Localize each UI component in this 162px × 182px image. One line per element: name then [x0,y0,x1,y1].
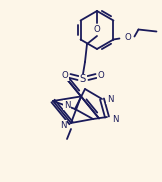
Text: O: O [62,72,68,80]
Text: N: N [107,94,113,104]
Text: N: N [60,120,66,130]
Text: S: S [80,74,86,84]
Text: N: N [112,114,118,124]
Text: O: O [124,33,131,42]
Text: N: N [64,100,70,110]
Text: O: O [98,72,104,80]
Text: O: O [94,25,100,35]
